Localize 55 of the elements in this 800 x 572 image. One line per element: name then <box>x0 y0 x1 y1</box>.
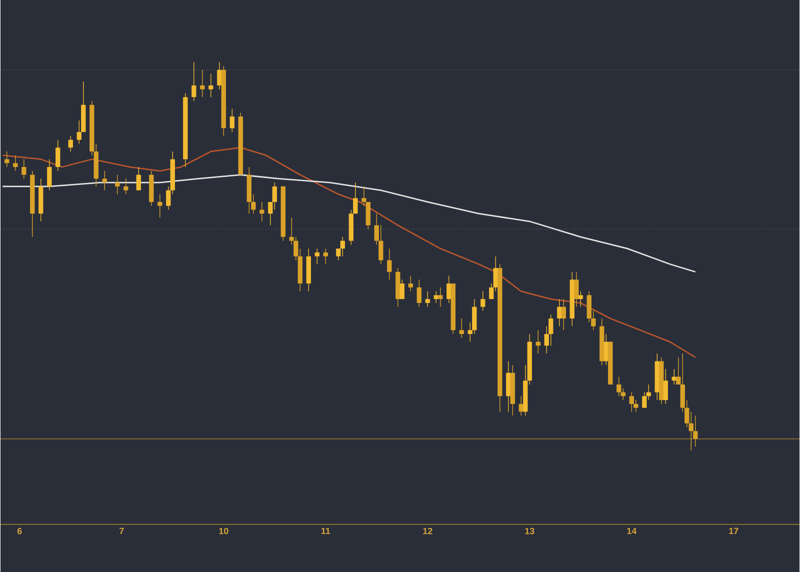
candlestick <box>438 286 443 308</box>
candlestick <box>446 275 452 304</box>
candlestick <box>506 360 511 412</box>
candlestick <box>217 62 222 90</box>
x-tick-label: 10 <box>219 528 228 534</box>
candlestick <box>642 392 647 408</box>
candlestick <box>200 69 205 98</box>
x-tick-label: 11 <box>321 528 330 534</box>
candlestick <box>693 415 698 447</box>
candlestick <box>166 186 171 210</box>
candlestick <box>56 139 60 172</box>
candlestick <box>47 158 52 191</box>
x-tick-label: 17 <box>729 528 738 534</box>
candlestick <box>578 290 583 308</box>
candlestick <box>314 248 320 264</box>
candlestick <box>663 368 668 404</box>
candlestick <box>489 283 494 300</box>
candlestick <box>115 174 120 194</box>
candlestick <box>561 298 566 330</box>
candlestick <box>480 290 486 311</box>
candlestick <box>68 135 73 152</box>
x-tick-label: 14 <box>627 528 637 534</box>
x-tick-label: 13 <box>525 528 534 534</box>
candlestick <box>616 376 622 396</box>
candlestick <box>340 236 345 257</box>
candlestick <box>4 150 10 168</box>
candlestick <box>688 411 694 451</box>
candlestick <box>387 248 392 280</box>
candlestick <box>136 166 141 191</box>
candlestick <box>208 73 214 98</box>
x-tick-label: 6 <box>17 528 22 534</box>
candlestick <box>260 201 264 222</box>
candlestick <box>102 170 107 191</box>
candlestick <box>362 186 366 206</box>
candlestick <box>13 154 18 172</box>
candlestick <box>158 194 162 218</box>
candlestick <box>425 290 430 308</box>
candlestick <box>574 271 579 308</box>
candlestick <box>629 392 634 412</box>
candlestick <box>230 108 234 132</box>
candlestick <box>366 201 370 230</box>
candlestick <box>676 356 681 385</box>
x-tick-label: 7 <box>120 528 124 534</box>
x-tick-label: 12 <box>423 528 432 534</box>
candlestick <box>268 201 273 226</box>
candlestick <box>400 279 404 300</box>
candlestick <box>459 318 464 338</box>
candlestick <box>124 178 128 194</box>
candlestick <box>192 62 196 102</box>
candlestick <box>416 279 422 308</box>
candlestick <box>557 298 562 326</box>
candlestick <box>323 248 328 264</box>
candlestick <box>272 182 277 210</box>
candlestick <box>408 275 413 292</box>
candlestick <box>22 158 26 179</box>
